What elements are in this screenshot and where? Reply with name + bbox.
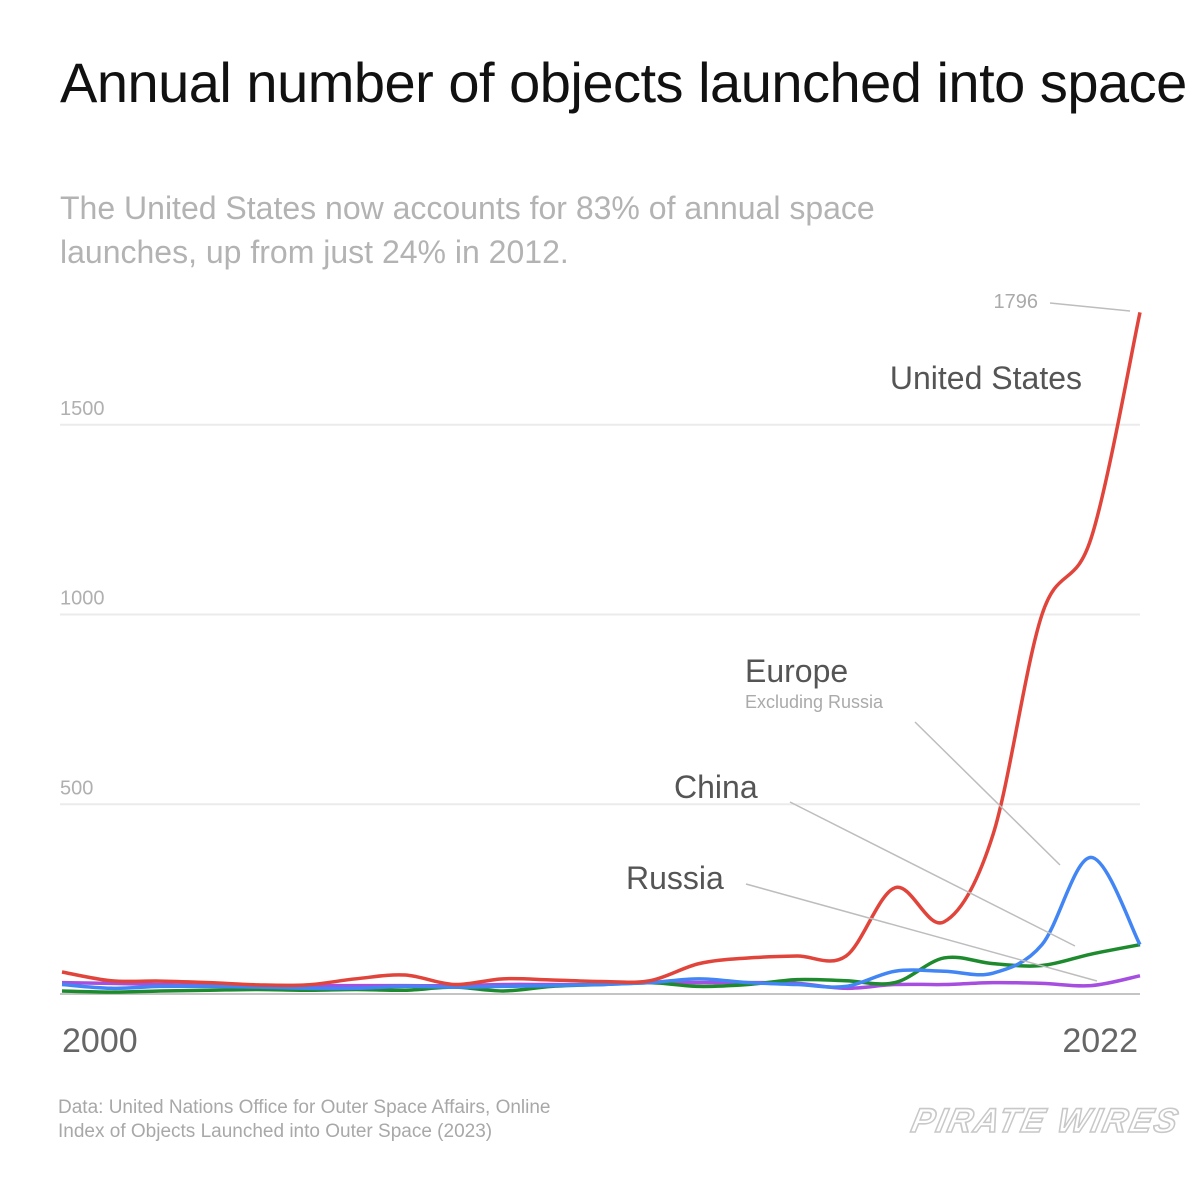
- x-tick-label: 2022: [1062, 1022, 1138, 1060]
- source-line-2: Index of Objects Launched into Outer Spa…: [58, 1121, 493, 1142]
- leader-line-russia: [745, 883, 1098, 982]
- y-tick-label: 1500: [60, 398, 105, 420]
- leader-line-china: [789, 801, 1076, 947]
- y-tick-label: 1000: [60, 588, 105, 610]
- leader-line-europe: [914, 721, 1061, 866]
- series-line-united-states: [61, 312, 1142, 988]
- series-label-europe: Europe: [745, 653, 848, 689]
- source-note: Data: United Nations Office for Outer Sp…: [58, 1096, 551, 1144]
- series-line-europe: [61, 855, 1142, 991]
- leader-line-1796: [1049, 302, 1131, 312]
- source-line-1: Data: United Nations Office for Outer Sp…: [58, 1097, 551, 1118]
- chart-subtitle: The United States now accounts for 83% o…: [60, 190, 875, 270]
- series-label-united-states: United States: [890, 360, 1082, 396]
- x-tick-label: 2000: [62, 1022, 138, 1060]
- y-tick-label: 500: [60, 777, 93, 799]
- series-sublabel-europe: Excluding Russia: [745, 692, 884, 712]
- series-label-russia: Russia: [626, 860, 724, 896]
- value-label-1796: 1796: [994, 291, 1039, 313]
- series-label-china: China: [674, 769, 758, 805]
- pirate-wires-logo: PIRATE WIRES: [907, 1101, 1184, 1141]
- chart-title: Annual number of objects launched into s…: [60, 51, 1187, 114]
